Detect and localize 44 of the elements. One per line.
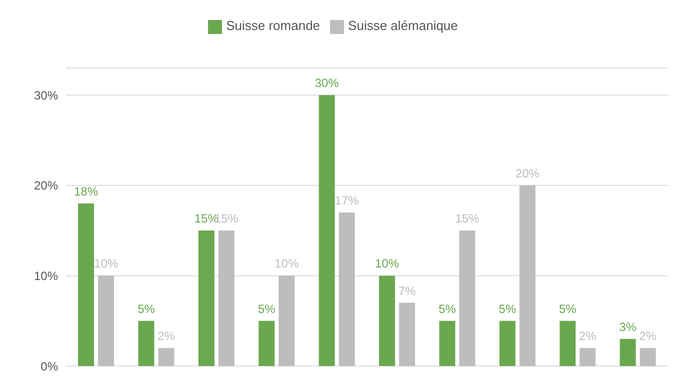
data-label: 7% <box>398 284 416 298</box>
data-label: 15% <box>455 212 480 226</box>
y-tick-label: 10% <box>34 268 58 283</box>
data-label: 2% <box>158 328 176 343</box>
bar <box>338 212 355 366</box>
y-tick-label: 0% <box>40 359 58 374</box>
legend-label: Suisse alémanique <box>348 18 458 33</box>
legend-label: Suisse romande <box>226 18 320 33</box>
bar <box>78 203 94 366</box>
data-label: 5% <box>138 302 156 316</box>
data-label: 17% <box>334 193 360 208</box>
bar <box>98 276 114 366</box>
data-label: 2% <box>639 328 657 343</box>
data-label: 10% <box>94 256 118 271</box>
bar <box>399 302 416 366</box>
bar <box>640 348 656 366</box>
y-tick-label: 20% <box>34 178 58 193</box>
bar <box>519 185 536 366</box>
data-label: 10% <box>274 256 299 271</box>
bar <box>278 276 295 366</box>
bar <box>620 338 636 366</box>
bar <box>318 95 335 366</box>
bar <box>138 320 154 366</box>
bar <box>439 320 456 366</box>
data-label: 10% <box>375 256 400 271</box>
data-label: 20% <box>515 166 540 180</box>
data-label: 5% <box>258 302 276 316</box>
data-label: 30% <box>314 76 340 90</box>
y-tick-label: 30% <box>34 88 58 102</box>
data-label: 5% <box>498 302 516 316</box>
data-label: 18% <box>74 184 98 198</box>
bar <box>218 230 234 366</box>
bar <box>198 230 214 366</box>
data-label: 3% <box>619 320 637 334</box>
data-label: 5% <box>558 302 577 316</box>
data-label: 2% <box>578 328 597 343</box>
bar <box>379 276 396 366</box>
data-label: 5% <box>438 302 456 316</box>
bar <box>580 348 596 366</box>
bar <box>258 320 275 366</box>
bar <box>158 348 174 366</box>
bar <box>499 320 516 366</box>
bar <box>459 230 476 366</box>
bar <box>560 320 576 366</box>
